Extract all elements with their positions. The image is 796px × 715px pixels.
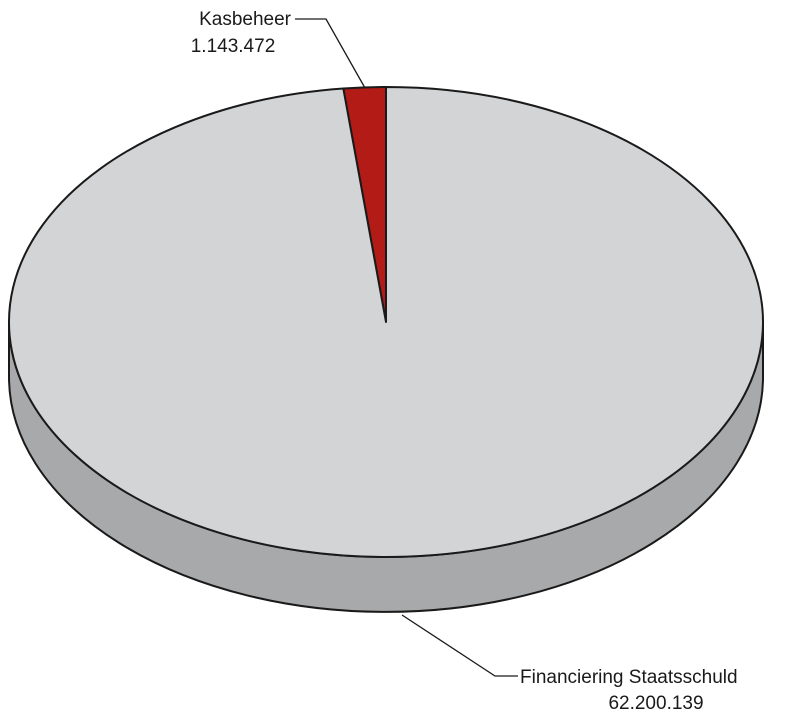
slice-label-financiering-staatsschuld: Financiering Staatsschuld [520, 667, 738, 688]
slice-label-kasbeheer: Kasbeheer [199, 9, 292, 30]
slice-value-financiering-staatsschuld: 62.200.139 [608, 693, 703, 714]
slice-value-kasbeheer: 1.143.472 [191, 36, 276, 57]
leader-line-kasbeheer [295, 18, 366, 89]
pie-slices [8, 86, 764, 558]
pie-slice-financiering-staatsschuld [8, 86, 764, 558]
leader-line-financiering-staatsschuld [401, 614, 518, 677]
leader-lines [295, 18, 518, 677]
